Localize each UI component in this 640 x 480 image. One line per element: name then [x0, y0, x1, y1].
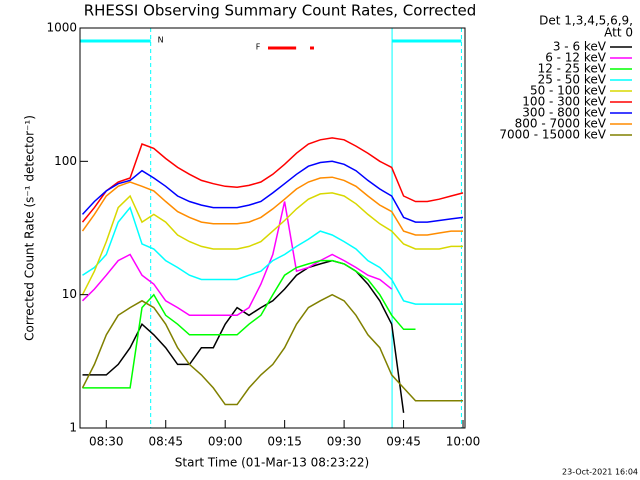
- series-line: [81, 192, 463, 296]
- y-tick-label: 10: [62, 287, 77, 301]
- legend-label: 300 - 800 keV: [522, 106, 606, 120]
- legend-label: 7000 - 15000 keV: [499, 128, 606, 142]
- series-line: [82, 206, 463, 305]
- series-line: [82, 259, 405, 413]
- x-tick-label: 08:45: [148, 435, 183, 449]
- legend-label: 12 - 25 keV: [538, 62, 607, 76]
- series-line: [81, 293, 463, 406]
- chart-title: RHESSI Observing Summary Count Rates, Co…: [84, 2, 477, 20]
- legend-label: 50 - 100 keV: [530, 84, 607, 98]
- legend-label: 800 - 7000 keV: [515, 117, 607, 131]
- series-line: [81, 160, 464, 223]
- plot-frame: [79, 27, 466, 429]
- x-tick-label: 09:45: [386, 435, 421, 449]
- legend-label: 6 - 12 keV: [545, 51, 607, 65]
- legend-label: 25 - 50 keV: [538, 73, 607, 87]
- series-line: [81, 201, 393, 317]
- timestamp: 23-Oct-2021 16:04: [562, 468, 638, 477]
- series-line: [81, 176, 463, 236]
- x-tick-label: 09:30: [327, 435, 362, 449]
- y-tick-label: 100: [54, 154, 77, 168]
- x-tick-label: 09:00: [208, 435, 243, 449]
- y-tick-label: 1: [69, 421, 77, 435]
- night-label: N: [158, 36, 164, 45]
- series-line: [81, 137, 464, 223]
- flare-label: F: [256, 43, 261, 52]
- legend-header: Att 0: [604, 26, 633, 40]
- y-axis-label: Corrected Count Rate (s⁻¹ detector⁻¹): [23, 115, 37, 341]
- x-tick-label: 08:30: [89, 435, 124, 449]
- legend-label: 3 - 6 keV: [553, 40, 607, 54]
- x-axis-label: Start Time (01-Mar-13 08:23:22): [175, 456, 369, 470]
- legend-header: Det 1,3,4,5,6,9,: [539, 14, 633, 28]
- legend-label: 100 - 300 keV: [522, 95, 606, 109]
- y-tick-label: 1000: [46, 21, 77, 35]
- x-tick-label: 09:15: [267, 435, 302, 449]
- x-tick-label: 10:00: [446, 435, 481, 449]
- series-line: [82, 259, 416, 389]
